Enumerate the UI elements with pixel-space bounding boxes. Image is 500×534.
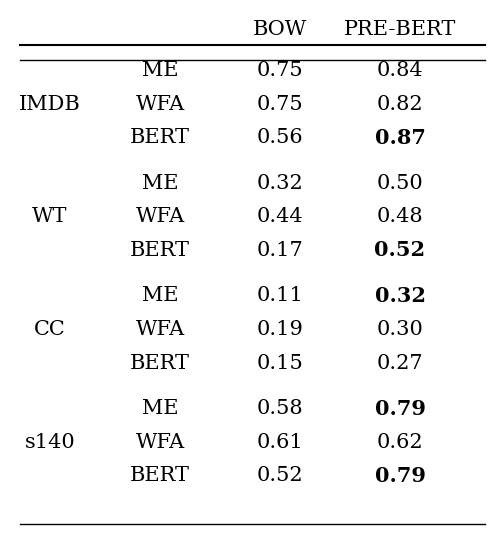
Text: WFA: WFA — [136, 207, 184, 226]
Text: WFA: WFA — [136, 95, 184, 114]
Text: 0.87: 0.87 — [374, 128, 426, 148]
Text: s140: s140 — [24, 433, 76, 452]
Text: 0.75: 0.75 — [256, 95, 304, 114]
Text: 0.44: 0.44 — [256, 207, 304, 226]
Text: ME: ME — [142, 399, 178, 418]
Text: WFA: WFA — [136, 320, 184, 339]
Text: BERT: BERT — [130, 128, 190, 147]
Text: 0.52: 0.52 — [374, 240, 426, 261]
Text: ME: ME — [142, 174, 178, 193]
Text: 0.19: 0.19 — [256, 320, 304, 339]
Text: 0.52: 0.52 — [256, 466, 304, 485]
Text: 0.11: 0.11 — [256, 286, 304, 305]
Text: 0.56: 0.56 — [256, 128, 304, 147]
Text: 0.62: 0.62 — [376, 433, 424, 452]
Text: 0.30: 0.30 — [376, 320, 424, 339]
Text: 0.58: 0.58 — [256, 399, 304, 418]
Text: 0.17: 0.17 — [256, 241, 304, 260]
Text: 0.75: 0.75 — [256, 61, 304, 80]
Text: BERT: BERT — [130, 466, 190, 485]
Text: BOW: BOW — [253, 20, 307, 39]
Text: 0.27: 0.27 — [376, 354, 424, 373]
Text: ME: ME — [142, 61, 178, 80]
Text: WT: WT — [32, 207, 68, 226]
Text: PRE-BERT: PRE-BERT — [344, 20, 456, 39]
Text: 0.48: 0.48 — [376, 207, 424, 226]
Text: CC: CC — [34, 320, 66, 339]
Text: 0.32: 0.32 — [256, 174, 304, 193]
Text: 0.61: 0.61 — [256, 433, 304, 452]
Text: 0.84: 0.84 — [376, 61, 424, 80]
Text: 0.50: 0.50 — [376, 174, 424, 193]
Text: 0.15: 0.15 — [256, 354, 304, 373]
Text: WFA: WFA — [136, 433, 184, 452]
Text: ME: ME — [142, 286, 178, 305]
Text: BERT: BERT — [130, 354, 190, 373]
Text: 0.79: 0.79 — [374, 398, 426, 419]
Text: 0.82: 0.82 — [376, 95, 424, 114]
Text: 0.32: 0.32 — [374, 286, 426, 306]
Text: 0.79: 0.79 — [374, 466, 426, 486]
Text: BERT: BERT — [130, 241, 190, 260]
Text: IMDB: IMDB — [19, 95, 81, 114]
